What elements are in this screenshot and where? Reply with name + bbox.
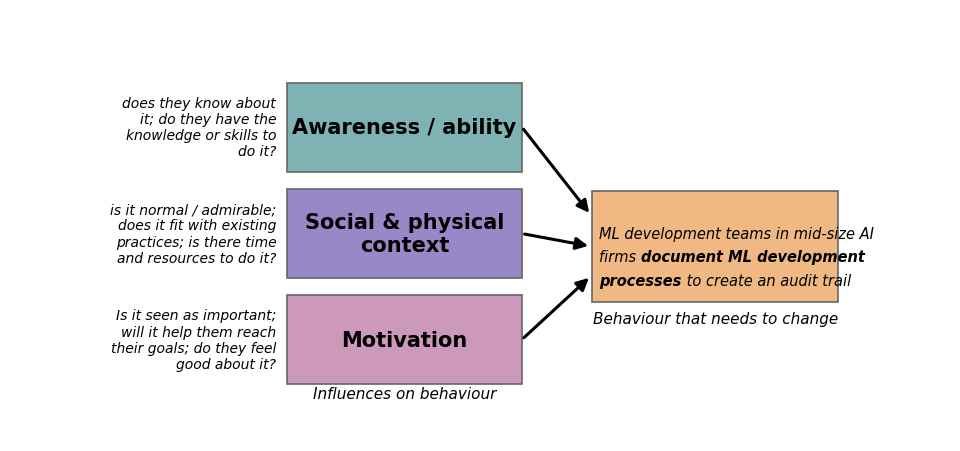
Text: to create an audit trail: to create an audit trail — [682, 273, 851, 288]
Text: ML development teams in mid-size AI: ML development teams in mid-size AI — [599, 226, 875, 241]
Text: processes: processes — [599, 273, 682, 288]
FancyBboxPatch shape — [287, 295, 522, 384]
Text: Influences on behaviour: Influences on behaviour — [313, 386, 496, 401]
Text: Motivation: Motivation — [342, 330, 468, 350]
Text: is it normal / admirable;
does it fit with existing
practices; is there time
and: is it normal / admirable; does it fit wi… — [110, 203, 276, 265]
Text: Is it seen as important;
will it help them reach
their goals; do they feel
good : Is it seen as important; will it help th… — [110, 308, 276, 371]
Text: Behaviour that needs to change: Behaviour that needs to change — [592, 311, 838, 326]
FancyBboxPatch shape — [287, 83, 522, 172]
Text: Social & physical
context: Social & physical context — [305, 212, 504, 255]
Text: document ML development: document ML development — [641, 250, 865, 265]
Text: firms: firms — [599, 250, 641, 265]
Text: Awareness / ability: Awareness / ability — [293, 118, 516, 138]
FancyBboxPatch shape — [287, 189, 522, 278]
FancyBboxPatch shape — [592, 191, 838, 303]
Text: does they know about
it; do they have the
knowledge or skills to
do it?: does they know about it; do they have th… — [123, 97, 276, 159]
